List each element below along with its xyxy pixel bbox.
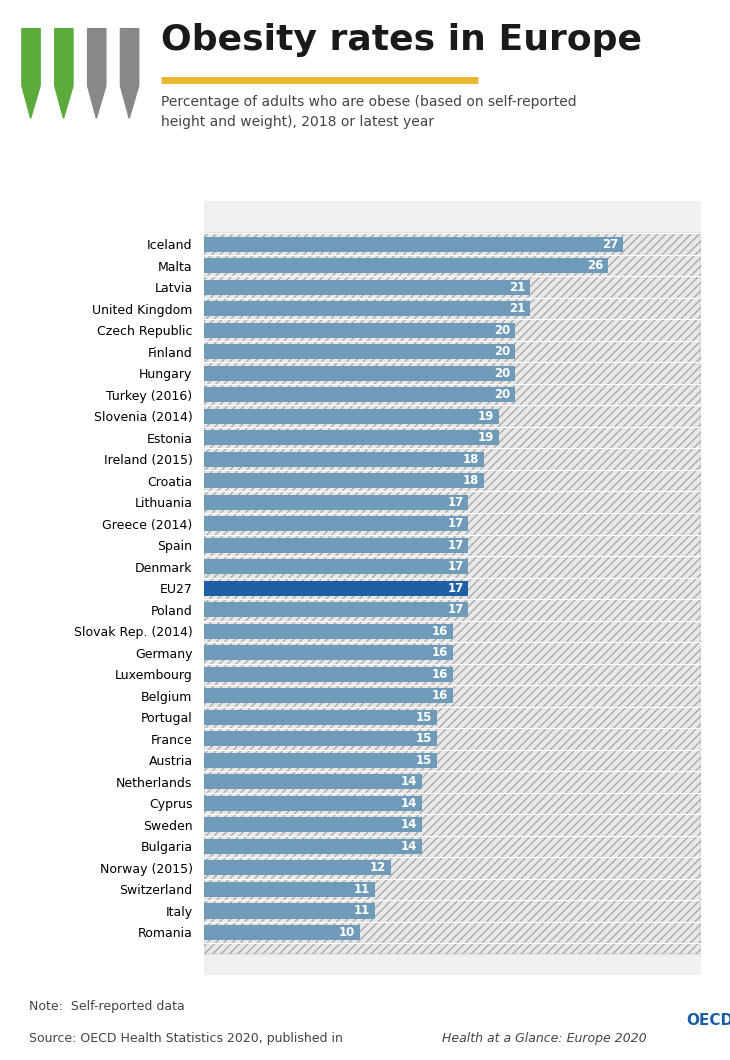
Text: 18: 18	[463, 474, 479, 488]
Bar	[204, 537, 468, 553]
Text: 21: 21	[510, 302, 526, 315]
Bar	[204, 903, 375, 919]
Bar	[204, 322, 515, 338]
Bar	[204, 602, 468, 617]
Text: 17: 17	[447, 603, 464, 616]
Text: 26: 26	[587, 259, 603, 272]
Bar	[204, 581, 468, 596]
Text: 27: 27	[602, 237, 618, 250]
Bar	[204, 280, 530, 295]
Polygon shape	[55, 29, 73, 119]
Bar	[204, 366, 515, 381]
Text: Source: OECD Health Statistics 2020, published in: Source: OECD Health Statistics 2020, pub…	[29, 1032, 347, 1045]
Text: 15: 15	[416, 754, 432, 766]
Bar	[204, 838, 422, 854]
Text: 17: 17	[447, 538, 464, 552]
Bar	[204, 516, 468, 531]
Text: 14: 14	[401, 818, 417, 831]
Text: 16: 16	[431, 689, 448, 703]
Bar	[204, 731, 437, 746]
Bar	[204, 409, 499, 424]
Text: Note:  Self-reported data: Note: Self-reported data	[29, 1001, 185, 1013]
Polygon shape	[88, 29, 106, 119]
Text: 20: 20	[493, 388, 510, 401]
Bar	[204, 688, 453, 704]
Text: 19: 19	[478, 431, 494, 444]
Bar	[204, 861, 391, 876]
Bar	[204, 560, 468, 575]
Polygon shape	[120, 29, 139, 119]
Bar	[204, 623, 453, 639]
Bar	[204, 925, 360, 940]
Bar	[204, 495, 468, 510]
Bar	[204, 796, 422, 811]
Bar	[204, 473, 483, 489]
Text: Health at a Glance: Europe 2020: Health at a Glance: Europe 2020	[442, 1032, 646, 1045]
Bar	[204, 387, 515, 402]
Text: 14: 14	[401, 776, 417, 789]
Text: 21: 21	[510, 281, 526, 294]
Bar	[204, 882, 375, 897]
Bar	[204, 710, 437, 725]
Bar	[204, 344, 515, 359]
Text: 16: 16	[431, 647, 448, 659]
Text: 18: 18	[463, 453, 479, 465]
Text: OECD: OECD	[686, 1012, 730, 1028]
Bar	[204, 817, 422, 832]
Bar	[204, 452, 483, 466]
Bar	[204, 667, 453, 682]
Text: 20: 20	[493, 367, 510, 379]
Text: 10: 10	[339, 926, 355, 939]
Bar	[204, 775, 422, 790]
Text: 20: 20	[493, 323, 510, 337]
Text: 15: 15	[416, 711, 432, 724]
Text: 16: 16	[431, 668, 448, 681]
Bar	[204, 646, 453, 660]
Text: Percentage of adults who are obese (based on self-reported
height and weight), 2: Percentage of adults who are obese (base…	[161, 95, 576, 129]
Text: 12: 12	[369, 862, 386, 874]
Text: 16: 16	[431, 624, 448, 638]
Text: 17: 17	[447, 517, 464, 530]
Text: 14: 14	[401, 797, 417, 810]
Text: Obesity rates in Europe: Obesity rates in Europe	[161, 23, 642, 57]
Text: 14: 14	[401, 840, 417, 853]
Text: 17: 17	[447, 561, 464, 573]
Text: 17: 17	[447, 582, 464, 595]
Bar	[204, 430, 499, 445]
Bar	[204, 753, 437, 767]
Bar	[204, 258, 607, 273]
Text: 15: 15	[416, 732, 432, 745]
Text: 17: 17	[447, 496, 464, 509]
Bar	[204, 236, 623, 251]
Text: 11: 11	[354, 904, 370, 918]
Text: 19: 19	[478, 410, 494, 423]
Text: 11: 11	[354, 883, 370, 896]
Bar	[204, 301, 530, 316]
Text: 20: 20	[493, 346, 510, 358]
Polygon shape	[22, 29, 40, 119]
